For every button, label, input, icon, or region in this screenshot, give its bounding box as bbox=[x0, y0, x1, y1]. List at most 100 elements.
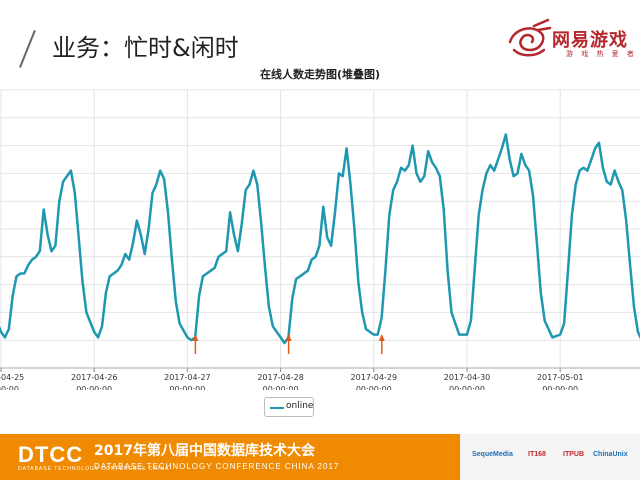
data-point bbox=[338, 172, 340, 174]
data-point bbox=[70, 170, 72, 172]
trough-arrow-2 bbox=[285, 334, 292, 354]
data-point bbox=[27, 264, 29, 266]
data-point bbox=[559, 334, 561, 336]
data-point bbox=[175, 300, 177, 302]
data-point bbox=[85, 311, 87, 313]
data-point bbox=[136, 220, 138, 222]
data-point bbox=[540, 292, 542, 294]
data-point bbox=[307, 270, 309, 272]
data-point bbox=[35, 256, 37, 258]
data-point bbox=[132, 242, 134, 244]
data-point bbox=[272, 325, 274, 327]
data-point bbox=[260, 222, 262, 224]
data-point bbox=[43, 208, 45, 211]
data-point bbox=[625, 220, 627, 222]
data-point bbox=[155, 183, 157, 186]
title-slash-decoration bbox=[19, 30, 36, 68]
data-point bbox=[326, 236, 328, 238]
conference-subtitle: DATABASE TECHNOLOGY CONFERENCE CHINA 201… bbox=[94, 462, 340, 471]
data-point bbox=[606, 181, 608, 183]
chart-legend[interactable]: online bbox=[264, 397, 314, 417]
legend-swatch bbox=[270, 407, 284, 409]
data-point bbox=[264, 267, 266, 269]
data-point bbox=[501, 147, 503, 149]
data-point bbox=[509, 158, 511, 161]
data-point bbox=[346, 147, 348, 149]
data-point bbox=[524, 164, 526, 166]
data-point bbox=[15, 275, 18, 277]
data-point bbox=[50, 250, 53, 252]
footer-orange-band: DTCC DATABASE TECHNOLOGY CONFERENCE CHIN… bbox=[0, 434, 460, 480]
data-point bbox=[186, 336, 188, 338]
data-point bbox=[520, 153, 523, 155]
data-point bbox=[311, 259, 313, 261]
data-point bbox=[532, 195, 534, 197]
data-point bbox=[357, 281, 359, 283]
data-point bbox=[536, 242, 538, 244]
data-point bbox=[349, 183, 352, 186]
data-point bbox=[140, 234, 142, 236]
data-point bbox=[431, 161, 433, 163]
logo-name: 网易游戏 bbox=[552, 30, 628, 51]
data-point bbox=[105, 292, 107, 294]
data-point bbox=[39, 250, 41, 252]
data-point bbox=[617, 181, 620, 183]
data-point bbox=[384, 270, 386, 272]
data-point bbox=[109, 275, 111, 277]
data-point bbox=[148, 228, 150, 230]
data-point bbox=[31, 259, 33, 261]
data-point bbox=[8, 328, 10, 330]
data-point bbox=[423, 175, 425, 177]
data-point bbox=[221, 253, 223, 255]
data-point bbox=[58, 200, 60, 202]
sponsor-it168: IT168 bbox=[528, 451, 546, 458]
data-point bbox=[590, 158, 592, 161]
data-point bbox=[113, 272, 115, 275]
data-point bbox=[447, 270, 449, 272]
data-point bbox=[497, 158, 499, 161]
netease-games-logo bbox=[508, 18, 552, 57]
sponsor-chinaunix: ChinaUnix bbox=[593, 451, 628, 458]
data-point bbox=[291, 297, 293, 300]
data-point bbox=[116, 270, 119, 272]
data-point bbox=[481, 189, 484, 191]
legend-label-online: online bbox=[286, 401, 314, 411]
footer-banner: DTCC DATABASE TECHNOLOGY CONFERENCE CHIN… bbox=[0, 434, 640, 480]
data-point bbox=[404, 170, 406, 172]
sponsor-itpub: ITPUB bbox=[563, 451, 584, 458]
data-point bbox=[361, 311, 363, 313]
data-point bbox=[377, 334, 379, 336]
data-point bbox=[586, 170, 589, 172]
data-point bbox=[93, 331, 95, 333]
data-point bbox=[280, 336, 282, 338]
data-point bbox=[505, 133, 507, 136]
data-point bbox=[120, 264, 122, 266]
data-point bbox=[283, 342, 286, 344]
data-point bbox=[245, 189, 247, 191]
tick-label-date: 2017-04-25 bbox=[0, 373, 24, 382]
tick-label-time: 00:00:00 bbox=[356, 385, 392, 390]
data-point bbox=[47, 234, 49, 236]
data-point bbox=[202, 275, 204, 277]
data-point bbox=[19, 272, 21, 275]
data-point bbox=[171, 259, 173, 261]
data-point bbox=[167, 211, 169, 213]
data-point bbox=[621, 189, 623, 191]
data-point bbox=[295, 278, 297, 280]
data-point bbox=[373, 334, 375, 336]
data-point bbox=[528, 170, 530, 172]
data-point bbox=[400, 167, 402, 169]
data-point bbox=[206, 272, 208, 275]
data-point bbox=[101, 325, 103, 327]
data-point bbox=[427, 150, 429, 152]
data-point bbox=[513, 175, 515, 177]
data-point bbox=[435, 167, 437, 169]
data-point bbox=[567, 270, 569, 272]
data-point bbox=[315, 256, 317, 258]
data-point bbox=[408, 164, 410, 166]
data-point bbox=[0, 331, 2, 333]
logo-tagline: 游 戏 热 爱 者 bbox=[566, 50, 637, 58]
trough-arrow-3 bbox=[378, 334, 385, 354]
data-point bbox=[516, 172, 519, 174]
tick-label-date: 2017-04-30 bbox=[444, 373, 491, 382]
